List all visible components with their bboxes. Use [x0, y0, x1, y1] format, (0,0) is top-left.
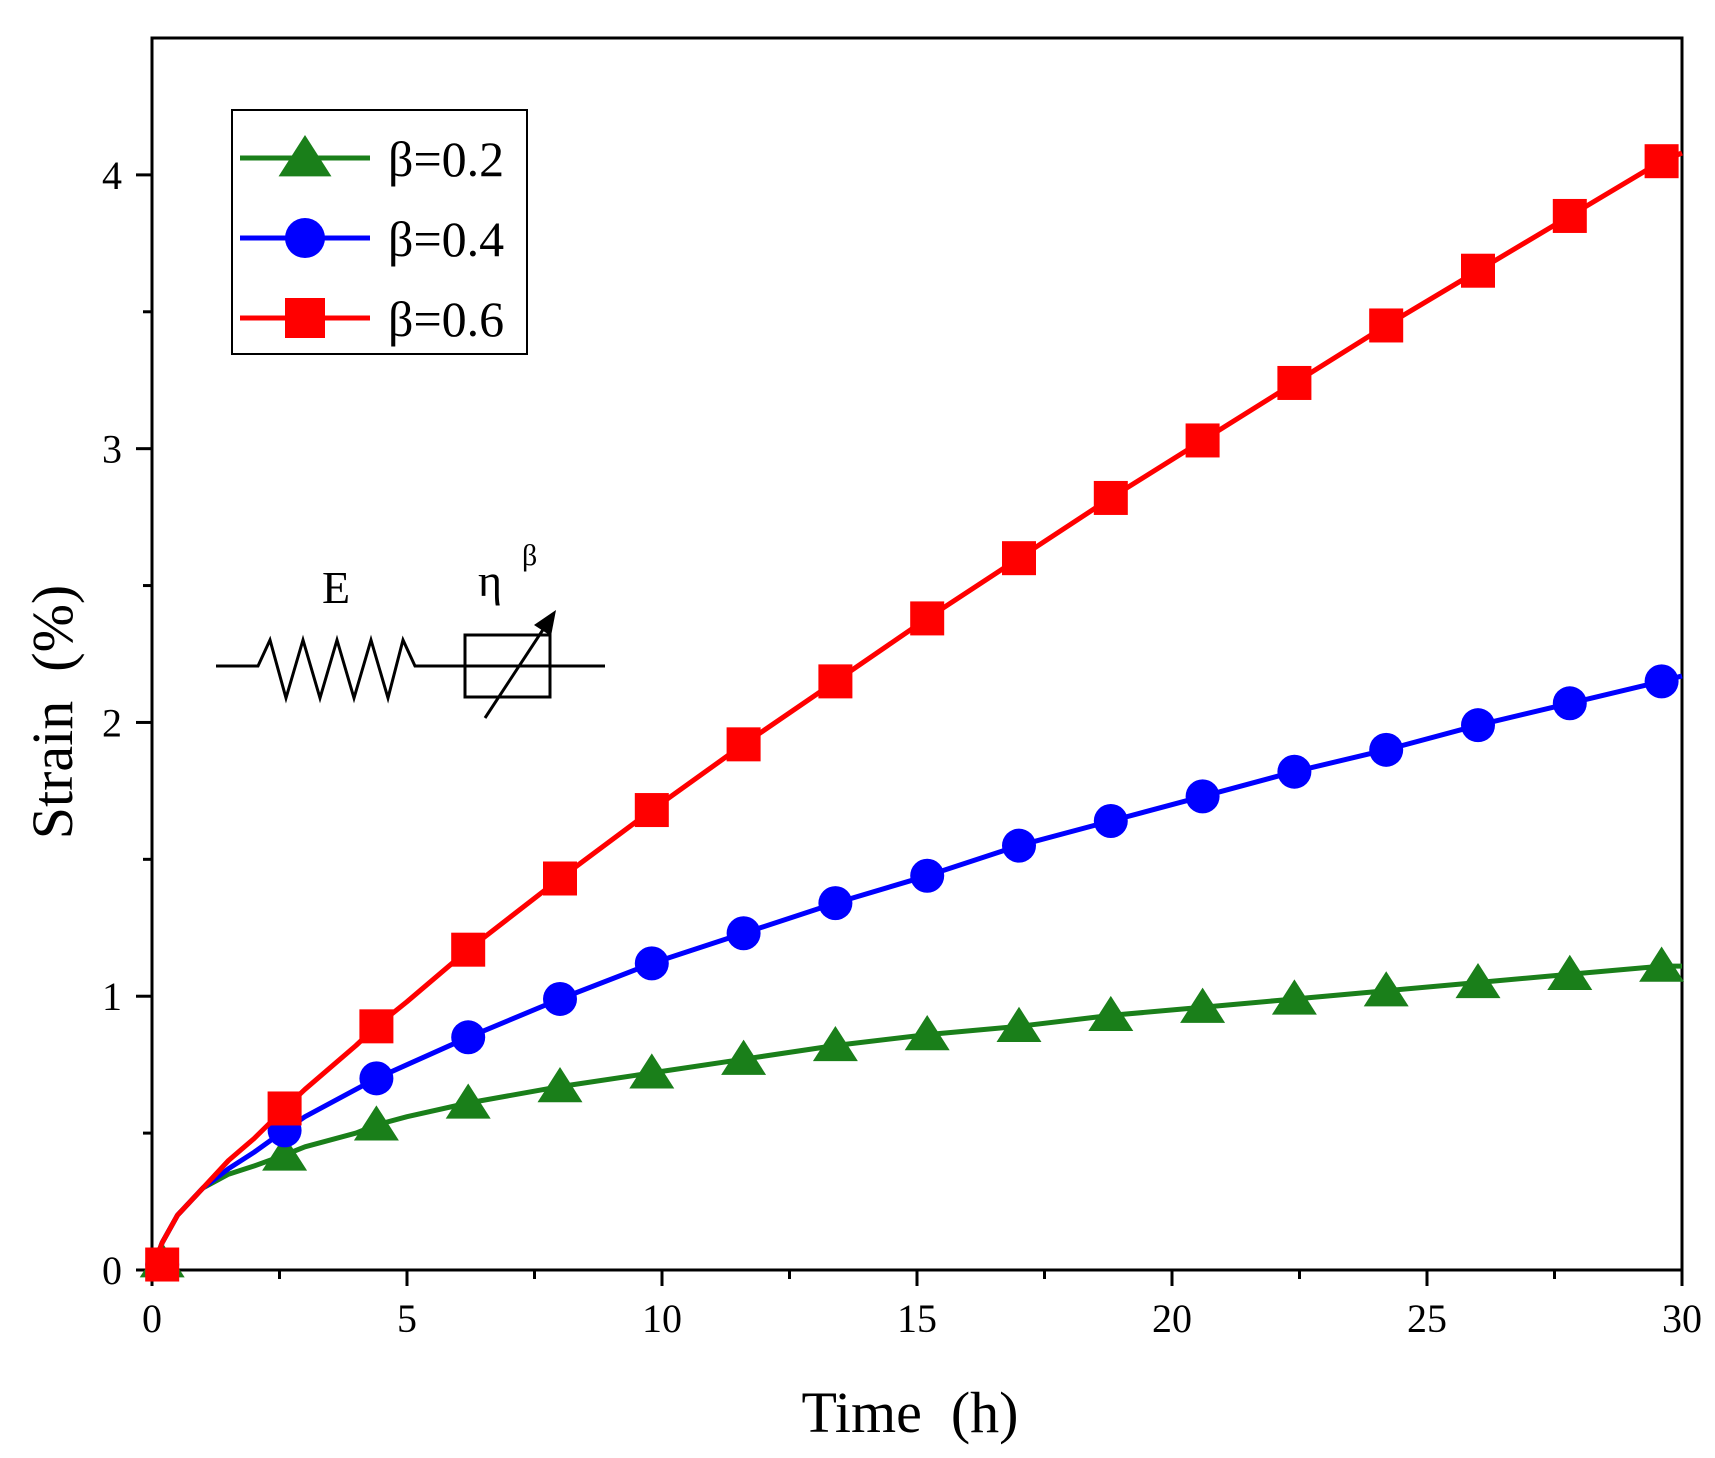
data-point — [1369, 308, 1404, 343]
y-tick-label: 0 — [102, 1248, 122, 1293]
rheological-model-diagram — [216, 610, 605, 719]
data-point — [818, 664, 853, 699]
data-point — [537, 1067, 583, 1103]
data-point — [445, 1083, 491, 1119]
arrowhead-icon — [534, 610, 556, 636]
data-point — [1185, 779, 1220, 814]
series-group — [139, 144, 1685, 1282]
data-point — [1363, 971, 1409, 1007]
data-point — [904, 1015, 950, 1051]
data-point — [910, 858, 945, 893]
series-3 — [145, 144, 1683, 1282]
data-point — [1644, 144, 1679, 179]
data-point — [1277, 754, 1312, 789]
x-tick-label: 0 — [142, 1296, 162, 1341]
data-point — [278, 135, 332, 177]
data-point — [353, 1105, 399, 1141]
dashpot-superscript: β — [522, 539, 537, 572]
y-tick-label: 1 — [102, 974, 122, 1019]
legend-label: β=0.2 — [388, 131, 504, 187]
series-line — [149, 673, 1683, 1271]
dashpot-label: η — [478, 555, 502, 606]
data-point — [1644, 664, 1679, 699]
x-tick-label: 5 — [397, 1296, 417, 1341]
data-point — [1552, 686, 1587, 721]
data-point — [818, 886, 853, 921]
x-tick-label: 30 — [1662, 1296, 1702, 1341]
data-point — [1185, 423, 1220, 458]
data-point — [812, 1025, 858, 1062]
data-point — [1277, 365, 1312, 400]
data-point — [1369, 732, 1404, 767]
data-point — [145, 1247, 180, 1282]
data-point — [267, 1091, 302, 1126]
data-point — [285, 298, 325, 338]
legend-label: β=0.4 — [388, 211, 504, 267]
data-point — [1455, 962, 1501, 999]
legend-entry: β=0.2 — [240, 131, 504, 187]
data-point — [721, 1039, 767, 1075]
y-tick-label: 2 — [102, 700, 122, 745]
spring-icon — [216, 634, 465, 704]
data-point — [262, 1135, 308, 1171]
data-point — [726, 916, 761, 951]
legend-frame — [231, 109, 528, 355]
legend-entry: β=0.4 — [240, 211, 504, 267]
data-point — [1002, 541, 1036, 576]
series-line — [149, 963, 1682, 1271]
data-point — [543, 981, 577, 1016]
data-point — [910, 601, 945, 636]
data-point — [996, 1006, 1042, 1042]
data-point — [634, 793, 669, 828]
x-tick-label: 20 — [1152, 1296, 1192, 1341]
series-2 — [145, 664, 1683, 1282]
data-point — [451, 1020, 486, 1055]
data-point — [634, 946, 669, 981]
data-point — [1093, 480, 1128, 515]
data-point — [1180, 987, 1226, 1023]
legend: β=0.2 β=0.4 β=0.6 — [231, 109, 528, 355]
data-point — [285, 218, 325, 258]
x-tick-label: 10 — [642, 1296, 682, 1341]
legend-label: β=0.6 — [388, 291, 504, 347]
x-tick-label: 15 — [897, 1296, 937, 1341]
x-axis: 0 5 10 15 20 25 30 — [142, 1270, 1702, 1341]
data-point — [1088, 995, 1134, 1032]
data-point — [1093, 804, 1128, 839]
spring-label: E — [322, 562, 350, 613]
y-axis-title: Strain (%) — [20, 585, 85, 840]
data-point — [1552, 198, 1587, 233]
data-point — [1639, 946, 1685, 982]
legend-entry: β=0.6 — [240, 291, 504, 347]
data-point — [726, 727, 761, 762]
series-1 — [139, 946, 1685, 1278]
data-point — [1461, 708, 1495, 743]
data-point — [629, 1053, 675, 1089]
data-point — [359, 1009, 394, 1044]
data-point — [1547, 954, 1593, 990]
x-axis-title: Time (h) — [802, 1380, 1019, 1445]
y-axis: 0 1 2 3 4 — [102, 153, 152, 1293]
y-tick-label: 4 — [102, 153, 122, 198]
x-tick-label: 25 — [1407, 1296, 1447, 1341]
y-tick-label: 3 — [102, 427, 122, 472]
data-point — [1002, 828, 1036, 863]
data-point — [451, 932, 486, 967]
data-point — [359, 1061, 394, 1096]
data-point — [543, 861, 577, 896]
data-point — [1271, 979, 1317, 1015]
data-point — [1461, 253, 1495, 288]
variable-arrow-icon — [483, 621, 550, 719]
